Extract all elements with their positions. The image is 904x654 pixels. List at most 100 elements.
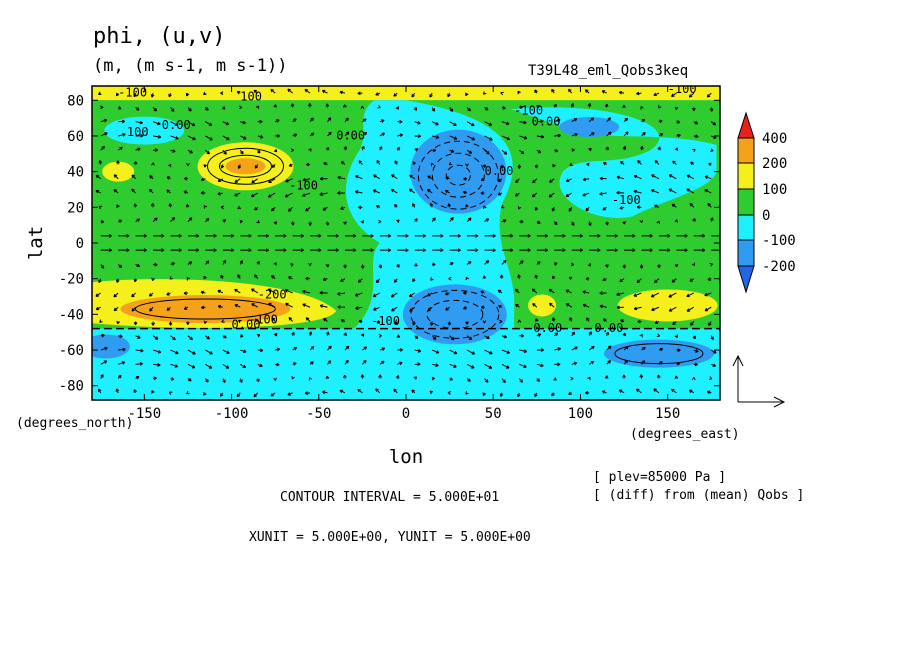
vector-arrow-head	[361, 145, 365, 150]
vector-arrow-head	[554, 262, 558, 266]
vector-arrow-head	[287, 392, 291, 396]
vector-arrow	[234, 288, 241, 294]
vector-arrow-head	[305, 317, 310, 321]
vector-arrow-head	[399, 361, 403, 366]
vector-arrow-head	[95, 306, 100, 311]
vector-arrow	[355, 175, 363, 180]
vector-arrow	[651, 189, 660, 194]
vector-arrow-head	[360, 105, 365, 109]
vector-arrow-head	[463, 176, 467, 181]
vector-arrow-head	[482, 320, 487, 324]
vector-arrow-head	[653, 92, 657, 97]
vector-arrow-head	[205, 218, 210, 222]
vector-arrow-head	[433, 148, 437, 153]
vector-arrow-head	[137, 147, 141, 152]
vector-arrow-head	[690, 161, 694, 166]
vector-arrow-head	[435, 121, 439, 126]
vector-arrow-head	[409, 308, 413, 312]
vector-arrow-head	[585, 390, 589, 395]
vector-arrow-head	[534, 318, 539, 322]
vector-arrow-head	[370, 233, 374, 238]
vector-arrow-head	[343, 146, 348, 150]
vector-arrow-head	[557, 118, 561, 123]
vector-arrow-head	[213, 248, 217, 253]
vector-arrow-head	[695, 134, 699, 139]
vector-arrow-head	[323, 162, 327, 166]
vector-arrow	[571, 346, 578, 351]
vector-arrow-head	[98, 160, 103, 164]
vector-arrow-head	[499, 319, 503, 324]
vector-arrow-head	[659, 361, 663, 365]
vector-arrow-head	[537, 220, 541, 224]
vector-arrow	[100, 347, 108, 351]
vector-arrow-head	[203, 91, 207, 96]
vector-arrow-head	[503, 259, 507, 264]
vector-arrow-head	[540, 134, 545, 139]
vector-arrow	[170, 349, 179, 354]
vector-arrow-head	[503, 334, 508, 339]
vector-arrow	[668, 174, 677, 180]
vector-arrow	[449, 363, 457, 368]
vector-arrow-head	[360, 333, 365, 338]
vector-arrow-head	[325, 375, 330, 380]
vector-arrow-head	[520, 260, 524, 264]
vector-arrow	[686, 292, 695, 297]
vector-arrow-head	[217, 178, 222, 182]
vector-arrow-head	[318, 248, 322, 253]
vector-arrow-head	[649, 248, 653, 253]
vector-arrow-head	[412, 161, 417, 165]
vector-arrow-head	[710, 148, 714, 152]
vector-arrow-head	[568, 276, 573, 281]
vector-arrow-head	[239, 219, 243, 224]
vector-arrow-head	[259, 119, 263, 124]
vector-arrow-head	[422, 233, 426, 238]
vector-arrow-head	[242, 120, 246, 125]
vector-arrow-head	[430, 277, 434, 281]
vector-arrow-head	[450, 149, 455, 153]
colorbar-segment	[737, 162, 755, 190]
vector-arrow-head	[376, 160, 380, 164]
vector-arrow	[432, 135, 440, 139]
vector-arrow-head	[429, 390, 434, 395]
vector-arrow	[100, 132, 108, 137]
vector-arrow-head	[551, 392, 555, 397]
vector-arrow-head	[131, 174, 136, 178]
vector-arrow-head	[672, 160, 676, 165]
contour-label: -200	[258, 287, 287, 301]
vector-arrow-head	[447, 93, 451, 98]
vector-arrow-head	[692, 218, 696, 222]
vector-arrow	[431, 121, 439, 126]
contour-label: -100	[371, 314, 400, 328]
y-tick-label: 80	[67, 93, 84, 109]
vector-arrow-head	[318, 233, 322, 238]
vector-arrow-head	[328, 345, 332, 350]
vector-arrow-head	[517, 165, 522, 169]
vector-arrow	[187, 349, 196, 355]
vector-arrow-head	[674, 147, 679, 151]
vector-arrow-head	[170, 377, 175, 381]
vector-arrow-head	[230, 248, 235, 253]
vector-arrow-head	[624, 359, 629, 364]
vector-arrow-head	[527, 233, 531, 238]
vector-arrow-head	[372, 189, 377, 193]
vector-arrow-head	[709, 262, 713, 267]
vector-arrow-head	[188, 217, 193, 221]
vector-arrow-head	[554, 332, 559, 336]
vector-arrow-head	[480, 177, 485, 182]
vector-arrow-head	[488, 365, 493, 369]
vector-arrow-head	[248, 233, 252, 238]
vector-arrow-head	[393, 93, 397, 97]
vector-arrow-head	[139, 120, 143, 125]
vector-arrow-head	[468, 261, 472, 265]
vector-arrow-head	[270, 393, 274, 397]
vector-arrow-head	[704, 292, 708, 297]
vector-arrow	[251, 192, 258, 198]
vector-arrow-head	[355, 175, 359, 179]
vector-arrow-head	[95, 293, 99, 297]
vector-arrow-head	[468, 150, 473, 154]
vector-arrow-head	[99, 319, 103, 323]
vector-arrow-head	[605, 222, 609, 226]
vector-arrow-head	[394, 160, 398, 164]
vector-arrow-head	[691, 107, 696, 111]
vector-arrow	[187, 121, 196, 127]
